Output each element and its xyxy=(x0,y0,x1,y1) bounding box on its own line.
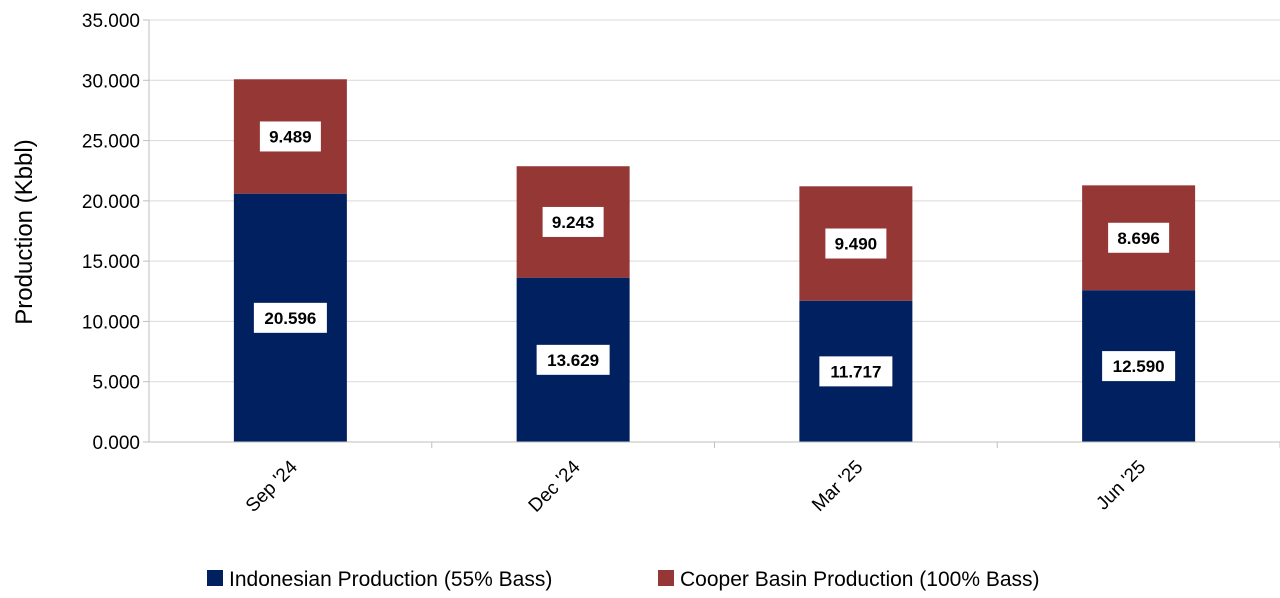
x-tick-label: Sep '24 xyxy=(242,456,302,516)
y-tick-label: 25.000 xyxy=(82,132,140,153)
data-label: 9.243 xyxy=(552,213,595,232)
data-label: 20.596 xyxy=(264,309,316,328)
x-tick-label: Mar '25 xyxy=(808,457,867,516)
y-tick-label: 15.000 xyxy=(82,252,140,273)
legend: Indonesian Production (55% Bass) Cooper B… xyxy=(207,568,1040,591)
data-label: 9.490 xyxy=(835,235,878,254)
data-label: 9.489 xyxy=(269,127,312,146)
y-tick-label: 30.000 xyxy=(82,71,140,92)
x-axis-ticks: Sep '24 Dec '24 Mar '25 Jun '25 xyxy=(149,441,1280,517)
legend-swatch xyxy=(658,570,674,586)
legend-label: Cooper Basin Production (100% Bass) xyxy=(680,568,1040,591)
data-label-box xyxy=(536,344,610,375)
data-label: 13.629 xyxy=(547,351,599,370)
y-axis-ticks: 0.000 5.000 10.000 15.000 20.000 25.000 30.000… xyxy=(82,11,149,454)
data-label-box xyxy=(253,302,327,333)
legend-swatch xyxy=(207,570,223,586)
bars: 20.596 9.489 13.629 9.243 11.717 9.490 12.590 8… xyxy=(233,79,1196,442)
data-label: 12.590 xyxy=(1113,357,1165,376)
data-label-box xyxy=(542,206,604,237)
x-tick-label: Dec '24 xyxy=(525,456,585,516)
y-axis-label: Production (Kbbl) xyxy=(11,139,38,324)
y-tick-label: 20.000 xyxy=(82,192,140,213)
x-tick-label: Jun '25 xyxy=(1092,457,1150,515)
y-tick-label: 5.000 xyxy=(92,373,140,394)
data-label-box xyxy=(819,356,893,387)
y-tick-label: 35.000 xyxy=(82,11,140,32)
data-label-box xyxy=(1108,222,1170,253)
legend-label: Indonesian Production (55% Bass) xyxy=(229,568,552,591)
data-label: 8.696 xyxy=(1117,229,1160,248)
y-tick-label: 0.000 xyxy=(92,433,140,454)
data-label-box xyxy=(259,121,321,152)
data-label-box xyxy=(1102,351,1176,382)
data-label: 11.717 xyxy=(830,362,881,381)
data-label-box xyxy=(825,228,887,259)
y-tick-label: 10.000 xyxy=(82,312,140,333)
